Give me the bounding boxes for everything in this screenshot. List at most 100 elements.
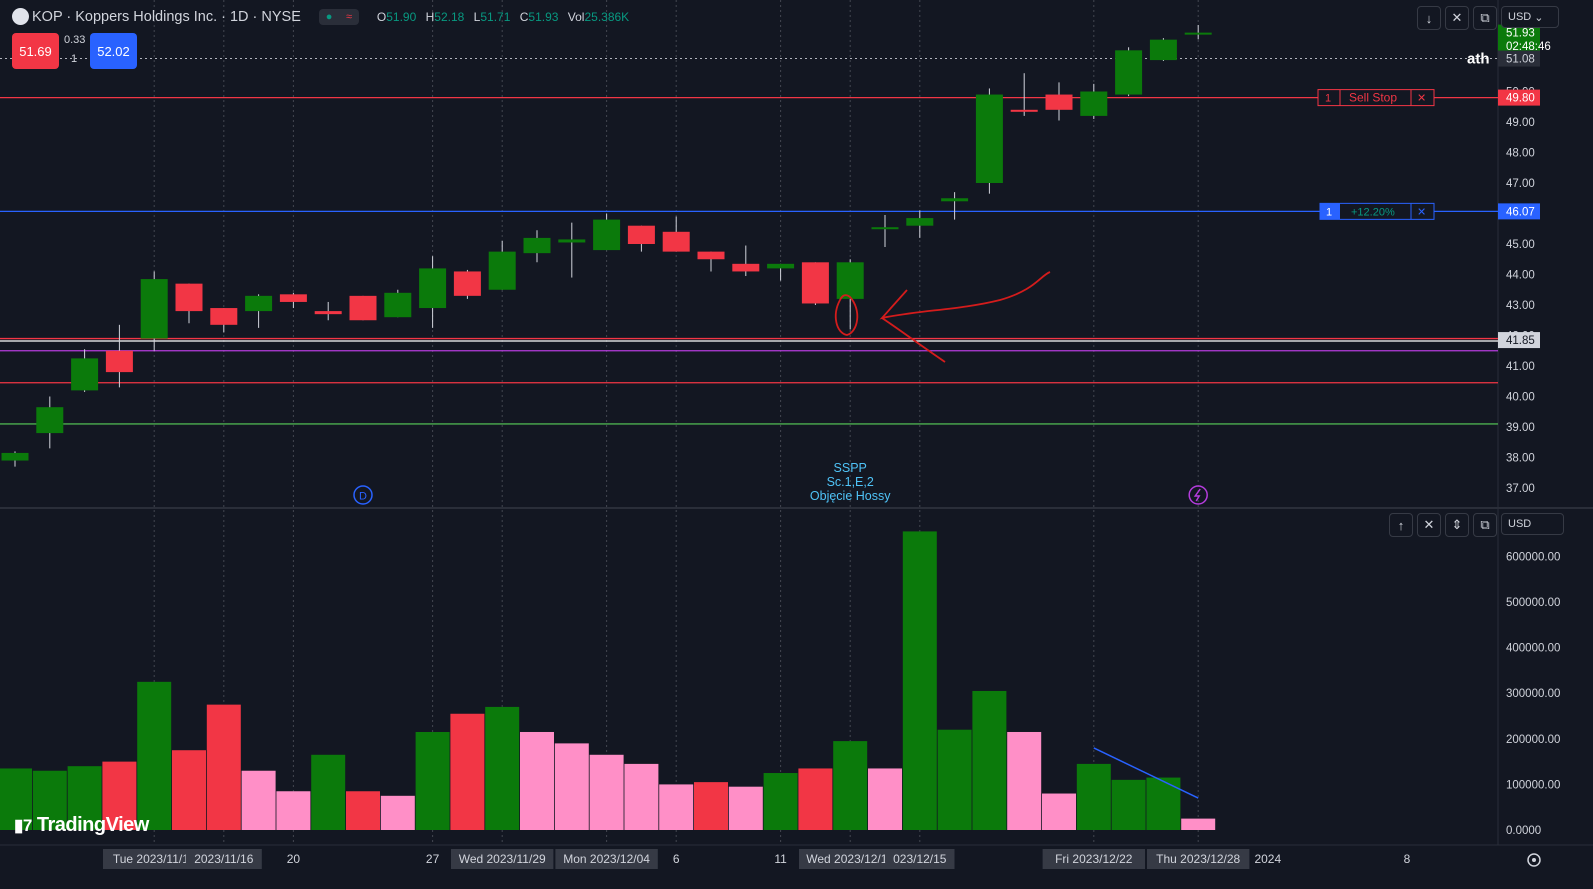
volume-currency-select[interactable]: USD: [1501, 513, 1564, 535]
volume-bar: [346, 791, 380, 830]
candle: [419, 256, 447, 328]
volume-bar: [833, 741, 868, 830]
volume-bar: [32, 770, 67, 830]
target-close-icon: ✕: [1417, 206, 1426, 218]
symbol-logo-icon: [12, 8, 29, 25]
lightning-icon: [1193, 488, 1201, 502]
price-label-box: [1498, 50, 1540, 67]
wave-icon: ≈: [346, 11, 353, 23]
time-label-highlight: [1042, 849, 1145, 869]
candle-body: [279, 294, 307, 302]
volume-bar: [380, 795, 415, 830]
time-tick-label: 11: [774, 852, 787, 866]
arrow-down-icon[interactable]: ↓: [1417, 6, 1441, 30]
price-label: 46.07: [1498, 203, 1540, 220]
time-tick-label: 8: [1404, 852, 1411, 866]
time-label-highlight: [1147, 849, 1250, 869]
candle-body: [558, 239, 586, 243]
candle-body: [349, 295, 377, 321]
candle: [1, 451, 29, 467]
price-tick-label: 47.00: [1506, 178, 1535, 190]
price-label: 51.93: [1498, 24, 1540, 41]
volume-bar: [415, 731, 450, 830]
price-label: 02:48:46: [1498, 37, 1551, 54]
candle: [1149, 38, 1177, 61]
candle-body: [871, 227, 899, 230]
price-tick-label: 38.00: [1506, 453, 1535, 465]
candle-body: [314, 311, 342, 315]
event-label-3: Objęcie Hossy: [810, 489, 891, 503]
candle: [871, 215, 899, 248]
market-status-pill[interactable]: ● ≈: [318, 9, 359, 25]
candle-body: [836, 262, 864, 299]
collapse-icon[interactable]: ✕: [1445, 6, 1469, 30]
annotation-arrow: [879, 271, 1051, 363]
time-label-highlight: [885, 849, 955, 869]
symbol-title[interactable]: KOP · Koppers Holdings Inc. · 1D · NYSE: [32, 9, 301, 25]
close-icon[interactable]: ✕: [1417, 513, 1441, 537]
sell-stop-label: Sell Stop: [1349, 91, 1397, 105]
candle: [279, 292, 307, 309]
time-tick-label: 6: [673, 852, 680, 866]
ath-label: ath: [1467, 51, 1490, 68]
price-tick-label: 39.00: [1506, 422, 1535, 434]
price-label-box: [1498, 24, 1540, 41]
price-label-box: [1498, 89, 1540, 106]
price-label-text: 02:48:46: [1506, 41, 1551, 53]
candle: [1115, 47, 1143, 97]
volume-bar: [67, 766, 102, 830]
time-label-highlight: [799, 849, 902, 869]
volume-tick-label: 400000.00: [1506, 643, 1560, 655]
price-label-text: 46.07: [1506, 206, 1535, 218]
buy-button[interactable]: 52.02: [90, 33, 137, 69]
price-label: 41.85: [1498, 332, 1540, 349]
volume-bar: [520, 731, 554, 830]
maximize-icon[interactable]: ⧉: [1473, 6, 1497, 30]
volume-bar: [102, 761, 137, 830]
candle-body: [245, 295, 273, 312]
candle: [488, 240, 516, 290]
candle-body: [453, 271, 481, 296]
candle-body: [175, 283, 203, 312]
currency-select[interactable]: USD ⌄: [1501, 6, 1559, 28]
volume-bar: [276, 791, 311, 830]
candle: [349, 295, 377, 321]
candle: [523, 230, 551, 263]
candle: [1080, 83, 1108, 119]
candle: [906, 210, 934, 238]
volume-tick-label: 500000.00: [1506, 597, 1560, 609]
sell-button[interactable]: 51.69: [12, 33, 59, 69]
price-label-text: 51.93: [1506, 28, 1535, 40]
time-tick-label: 2023/11/16: [194, 852, 253, 866]
price-label-text: 49.80: [1506, 93, 1535, 105]
volume-bar: [485, 706, 520, 830]
price-label-box: [1498, 37, 1540, 54]
settings-gear-center: [1532, 858, 1536, 862]
candle: [1010, 73, 1038, 116]
candle: [732, 245, 760, 277]
candle-body: [488, 251, 516, 290]
candle: [210, 308, 238, 333]
candle: [71, 349, 99, 392]
volume-bar: [137, 681, 172, 830]
candle: [453, 269, 481, 299]
candle: [1184, 25, 1212, 40]
candle-body: [1, 452, 29, 461]
sell-stop-qty: 1: [1325, 93, 1331, 105]
quantity-value[interactable]: 1: [71, 53, 78, 65]
chart-header: KOP · Koppers Holdings Inc. · 1D · NYSE …: [0, 0, 635, 34]
sell-stop-box: [1317, 89, 1435, 107]
candle-body: [71, 358, 99, 391]
candle-body: [801, 262, 829, 304]
volume-bar: [902, 531, 937, 830]
time-tick-label: 023/12/15: [893, 852, 947, 866]
maximize-pane-icon[interactable]: ⧉: [1473, 513, 1497, 537]
collapse-pane-icon[interactable]: ⇕: [1445, 513, 1469, 537]
candle: [767, 263, 795, 281]
arrow-up-icon[interactable]: ↑: [1389, 513, 1413, 537]
candle-body: [1115, 50, 1143, 95]
volume-bar: [972, 690, 1007, 830]
price-label: 51.08: [1498, 50, 1540, 67]
time-tick-label: Fri 2023/12/22: [1055, 852, 1133, 866]
